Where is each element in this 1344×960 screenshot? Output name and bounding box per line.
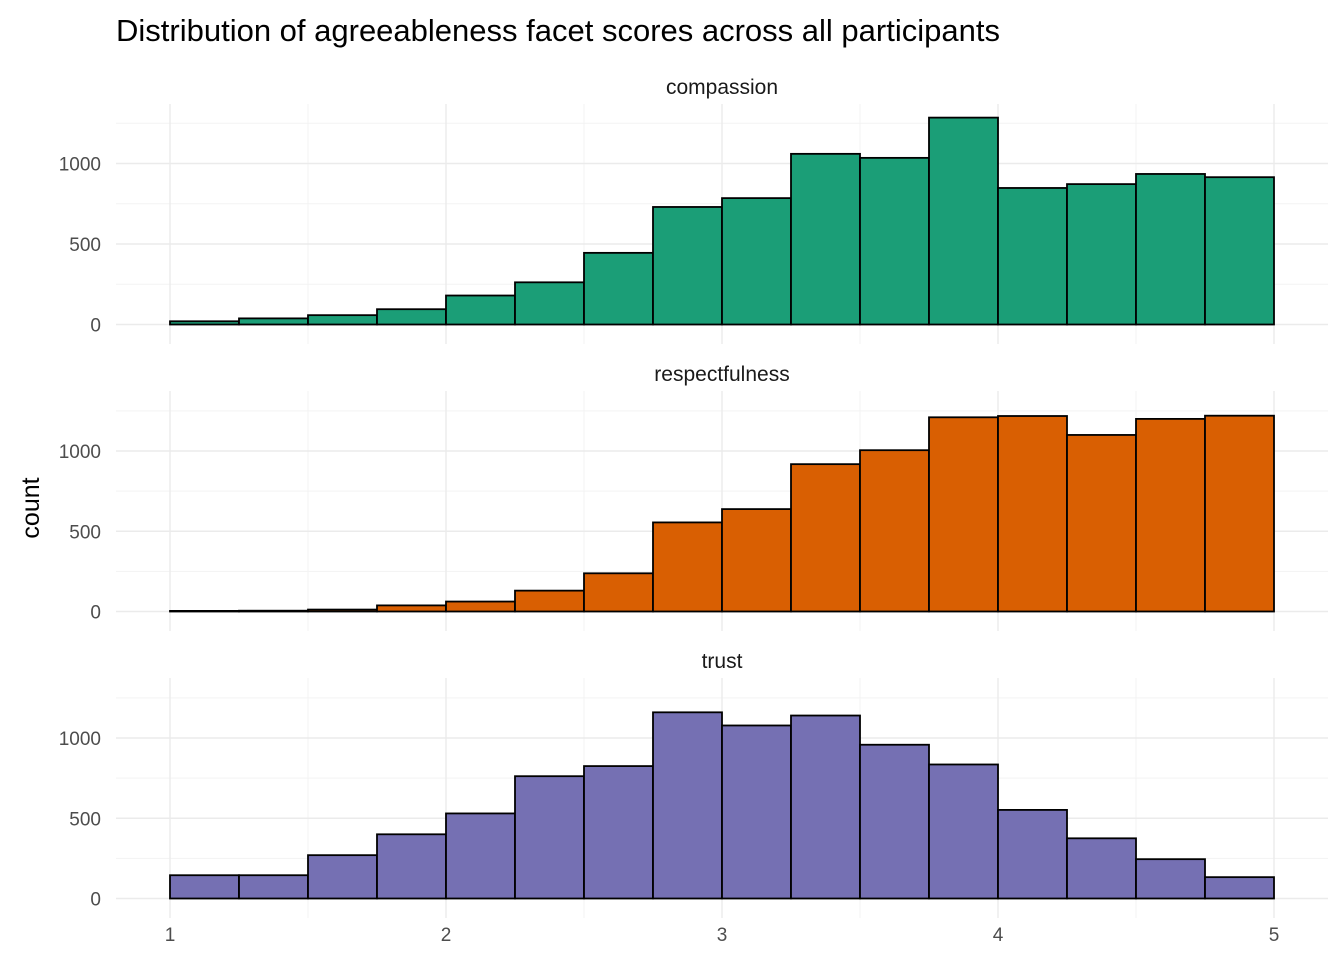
y-tick-label: 0 bbox=[90, 603, 101, 624]
x-tick-label: 4 bbox=[993, 925, 1004, 946]
histogram-bar bbox=[583, 765, 654, 900]
histogram-bar bbox=[169, 874, 240, 900]
histogram-bar bbox=[307, 314, 378, 326]
histogram-bar bbox=[928, 416, 999, 613]
histogram-bar bbox=[1135, 173, 1206, 326]
histogram-bar bbox=[307, 854, 378, 900]
x-tick-label: 5 bbox=[1269, 925, 1280, 946]
histogram-bar bbox=[859, 449, 930, 613]
histogram-bar bbox=[169, 320, 240, 326]
histogram-bar bbox=[721, 724, 792, 900]
histogram-bar bbox=[169, 610, 240, 613]
facet-panel-compassion: compassion 0 500 1000 bbox=[59, 76, 1328, 344]
histogram-bar bbox=[1066, 183, 1137, 326]
y-axis-title: count bbox=[17, 477, 45, 538]
y-tick-label: 500 bbox=[69, 809, 101, 830]
x-tick-label: 2 bbox=[441, 925, 452, 946]
histogram-bar bbox=[514, 281, 585, 326]
facet-panel-trust: trust 0 500 1000 bbox=[59, 650, 1328, 918]
histogram-bar bbox=[1135, 417, 1206, 613]
histogram-bar bbox=[928, 116, 999, 326]
x-tick-label: 1 bbox=[165, 925, 176, 946]
histogram-bar bbox=[514, 775, 585, 900]
histogram-bar bbox=[859, 743, 930, 900]
histogram-bar bbox=[1135, 858, 1206, 900]
histogram-bar bbox=[445, 600, 516, 613]
histogram-bar bbox=[652, 206, 723, 326]
y-tick-label: 0 bbox=[90, 316, 101, 337]
histogram-bar bbox=[1204, 414, 1275, 613]
histogram-bar bbox=[721, 197, 792, 326]
histogram-bar bbox=[790, 152, 861, 326]
histogram-bar bbox=[997, 415, 1068, 613]
histogram-bar bbox=[583, 572, 654, 613]
plot-layer: compassion 0 500 1000 respectfulness 0 500 1000… bbox=[59, 76, 1328, 946]
histogram-bar bbox=[514, 589, 585, 613]
histogram-bar bbox=[1066, 434, 1137, 613]
facet-label: respectfulness bbox=[654, 363, 789, 386]
y-tick-label: 1000 bbox=[59, 155, 101, 176]
histogram-bar bbox=[859, 156, 930, 326]
histogram-bar bbox=[583, 251, 654, 326]
histogram-bar bbox=[238, 317, 309, 326]
y-tick-label: 0 bbox=[90, 890, 101, 911]
histogram-bar bbox=[376, 604, 447, 613]
histogram-bar bbox=[790, 714, 861, 900]
histogram-bar bbox=[307, 608, 378, 613]
histogram-bar bbox=[1204, 876, 1275, 900]
facet-label: trust bbox=[702, 650, 743, 673]
x-tick-label: 3 bbox=[717, 925, 728, 946]
y-tick-label: 500 bbox=[69, 235, 101, 256]
histogram-bar bbox=[376, 833, 447, 900]
histogram-bar bbox=[238, 609, 309, 613]
histogram-bar bbox=[652, 711, 723, 900]
histogram-bar bbox=[928, 763, 999, 900]
facet-label: compassion bbox=[666, 76, 778, 99]
histogram-bar bbox=[376, 308, 447, 326]
chart-title: Distribution of agreeableness facet scor… bbox=[116, 13, 1000, 48]
histogram-bar bbox=[1204, 176, 1275, 326]
histogram-bar bbox=[721, 508, 792, 613]
histogram-bar bbox=[445, 812, 516, 900]
histogram-bar bbox=[790, 463, 861, 613]
histogram-bar bbox=[997, 809, 1068, 900]
y-tick-label: 500 bbox=[69, 522, 101, 543]
histogram-bar bbox=[445, 294, 516, 326]
histogram-bar bbox=[238, 874, 309, 900]
histogram-bar bbox=[1066, 837, 1137, 900]
y-tick-label: 1000 bbox=[59, 729, 101, 750]
facet-panel-respectfulness: respectfulness 0 500 1000 bbox=[59, 363, 1328, 631]
histogram-bar bbox=[652, 521, 723, 613]
histogram-bar bbox=[997, 187, 1068, 326]
y-tick-label: 1000 bbox=[59, 442, 101, 463]
